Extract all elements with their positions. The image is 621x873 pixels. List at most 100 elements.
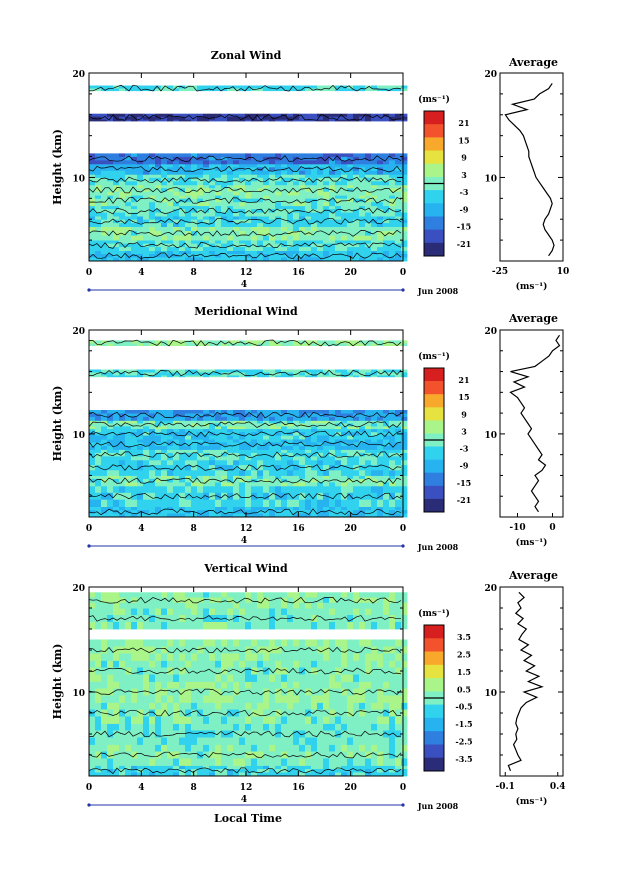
heatmap-cell-band-9 bbox=[359, 163, 366, 168]
heatmap-cell-band-1 bbox=[269, 510, 276, 514]
heatmap-cell-band-4 bbox=[113, 223, 120, 227]
heatmap-cell-band-1 bbox=[155, 254, 162, 258]
heatmap-cell-band-2 bbox=[341, 492, 348, 501]
heatmap-cell-band-10 bbox=[89, 372, 96, 376]
heatmap-cell-band-5 bbox=[161, 681, 168, 689]
heatmap-cell-band-7 bbox=[377, 639, 384, 647]
heatmap-cell-band-7 bbox=[221, 428, 228, 433]
heatmap-cell-band-8 bbox=[227, 608, 234, 616]
heatmap-cell-band-4 bbox=[275, 223, 282, 227]
heatmap-cell-band-2 bbox=[221, 744, 228, 752]
heatmap-cell-band-7 bbox=[203, 646, 210, 654]
heatmap-cell-band-2 bbox=[203, 758, 210, 766]
heatmap-cell-band-7 bbox=[197, 188, 204, 193]
heatmap-cell-band-11 bbox=[149, 113, 156, 118]
heatmap-cell-band-3 bbox=[155, 235, 162, 241]
heatmap-cell-band-4 bbox=[173, 716, 180, 724]
heatmap-cell-band-4 bbox=[173, 702, 180, 710]
heatmap-cell-band-3 bbox=[269, 737, 276, 745]
heatmap-cell-band-3 bbox=[233, 482, 240, 487]
heatmap-cell-band-5 bbox=[239, 681, 246, 689]
heatmap-cell-band-5 bbox=[329, 212, 336, 217]
heatmap-cell-band-2 bbox=[113, 492, 120, 501]
heatmap-cell-band-10 bbox=[227, 372, 234, 376]
heatmap-cell-band-3 bbox=[215, 737, 222, 745]
heatmap-cell-band-8 bbox=[311, 608, 318, 616]
heatmap-cell-band-2 bbox=[269, 485, 276, 494]
heatmap-cell-band-9 bbox=[377, 410, 384, 414]
heatmap-cell-band-1 bbox=[269, 254, 276, 258]
heatmap-cell-band-10 bbox=[155, 369, 162, 373]
heatmap-cell-band-3 bbox=[113, 737, 120, 745]
heatmap-cell-band-5 bbox=[371, 695, 378, 703]
heatmap-cell-band-9 bbox=[341, 413, 348, 418]
heatmap-cell-band-6 bbox=[161, 660, 168, 668]
heatmap-cell-band-9 bbox=[311, 410, 318, 414]
heatmap-cell-band-11 bbox=[395, 113, 402, 118]
heatmap-cell-band-2 bbox=[167, 751, 174, 759]
heatmap-cell-band-2 bbox=[209, 485, 216, 494]
heatmap-cell-band-1 bbox=[389, 510, 396, 514]
heatmap-cell-band-6 bbox=[107, 660, 114, 668]
heatmap-cell-band-7 bbox=[353, 432, 360, 437]
heatmap-cell-band-3 bbox=[149, 235, 156, 241]
heatmap-cell-band-6 bbox=[119, 667, 126, 675]
heatmap-cell-band-4 bbox=[269, 702, 276, 710]
heatmap-cell-band-8 bbox=[323, 181, 330, 186]
heatmap-cell-band-8 bbox=[101, 174, 108, 179]
heatmap-cell-band-10 bbox=[275, 375, 282, 378]
heatmap-cell-band-11 bbox=[227, 116, 234, 121]
heatmap-cell-band-3 bbox=[239, 235, 246, 241]
heatmap-cell-band-8 bbox=[305, 174, 312, 179]
heatmap-cell-band-9 bbox=[323, 410, 330, 414]
heatmap-cell-band-2 bbox=[323, 744, 330, 752]
heatmap-cell-band-2 bbox=[185, 485, 192, 494]
heatmap-cell-band-2 bbox=[101, 240, 108, 244]
heatmap-cell-band-2 bbox=[125, 492, 132, 501]
heatmap-cell-band-8 bbox=[215, 177, 222, 182]
heatmap-cell-band-9 bbox=[365, 170, 372, 175]
heatmap-cell-band-4 bbox=[167, 219, 174, 224]
heatmap-cell-band-6 bbox=[179, 667, 186, 675]
heatmap-cell-band-6 bbox=[149, 195, 156, 200]
heatmap-cell-band-7 bbox=[275, 428, 282, 433]
heatmap-cell-band-3 bbox=[401, 475, 408, 480]
heatmap-cell-band-6 bbox=[311, 660, 318, 668]
heatmap-cell-band-2 bbox=[191, 499, 198, 507]
heatmap-cell-band-9 bbox=[179, 167, 186, 172]
heatmap-cell-band-8 bbox=[185, 420, 192, 424]
heatmap-cell-band-9 bbox=[113, 416, 120, 421]
heatmap-cell-band-9 bbox=[401, 170, 408, 175]
heatmap-cell-band-3 bbox=[197, 475, 204, 480]
heatmap-cell-band-2 bbox=[125, 240, 132, 244]
heatmap-cell-band-2 bbox=[227, 744, 234, 752]
heatmap-cell-band-5 bbox=[371, 212, 378, 217]
heatmap-cell-band-4 bbox=[161, 216, 168, 220]
heatmap-cell-band-6 bbox=[335, 195, 342, 200]
heatmap-cell-band-3 bbox=[125, 226, 132, 232]
heatmap-cell-band-6 bbox=[329, 439, 336, 443]
heatmap-cell-band-2 bbox=[371, 751, 378, 759]
heatmap-cell-band-11 bbox=[383, 340, 390, 344]
heatmap-cell-band-7 bbox=[389, 435, 396, 440]
heatmap-cell-band-5 bbox=[149, 456, 156, 461]
heatmap-cell-band-11 bbox=[113, 340, 120, 344]
heatmap-cell-band-4 bbox=[263, 702, 270, 710]
heatmap-cell-band-5 bbox=[251, 205, 258, 210]
heatmap-cell-band-8 bbox=[257, 608, 264, 616]
heatmap-cell-band-11 bbox=[323, 116, 330, 121]
heatmap-cell-band-8 bbox=[263, 423, 270, 427]
heatmap-cell-band-3 bbox=[239, 478, 246, 483]
heatmap-cell-band-4 bbox=[155, 459, 162, 466]
heatmap-cell-band-7 bbox=[239, 432, 246, 437]
heatmap-cell-band-4 bbox=[269, 716, 276, 724]
heatmap-cell-band-12 bbox=[239, 85, 246, 89]
heatmap-cell-band-3 bbox=[365, 478, 372, 483]
heatmap-cell-band-8 bbox=[227, 426, 234, 430]
heatmap-cell-band-11 bbox=[269, 340, 276, 344]
heatmap-cell-band-11 bbox=[251, 119, 258, 122]
heatmap-cell-band-1 bbox=[401, 510, 408, 514]
heatmap-cell-band-2 bbox=[281, 485, 288, 494]
heatmap-cell-band-7 bbox=[365, 435, 372, 440]
